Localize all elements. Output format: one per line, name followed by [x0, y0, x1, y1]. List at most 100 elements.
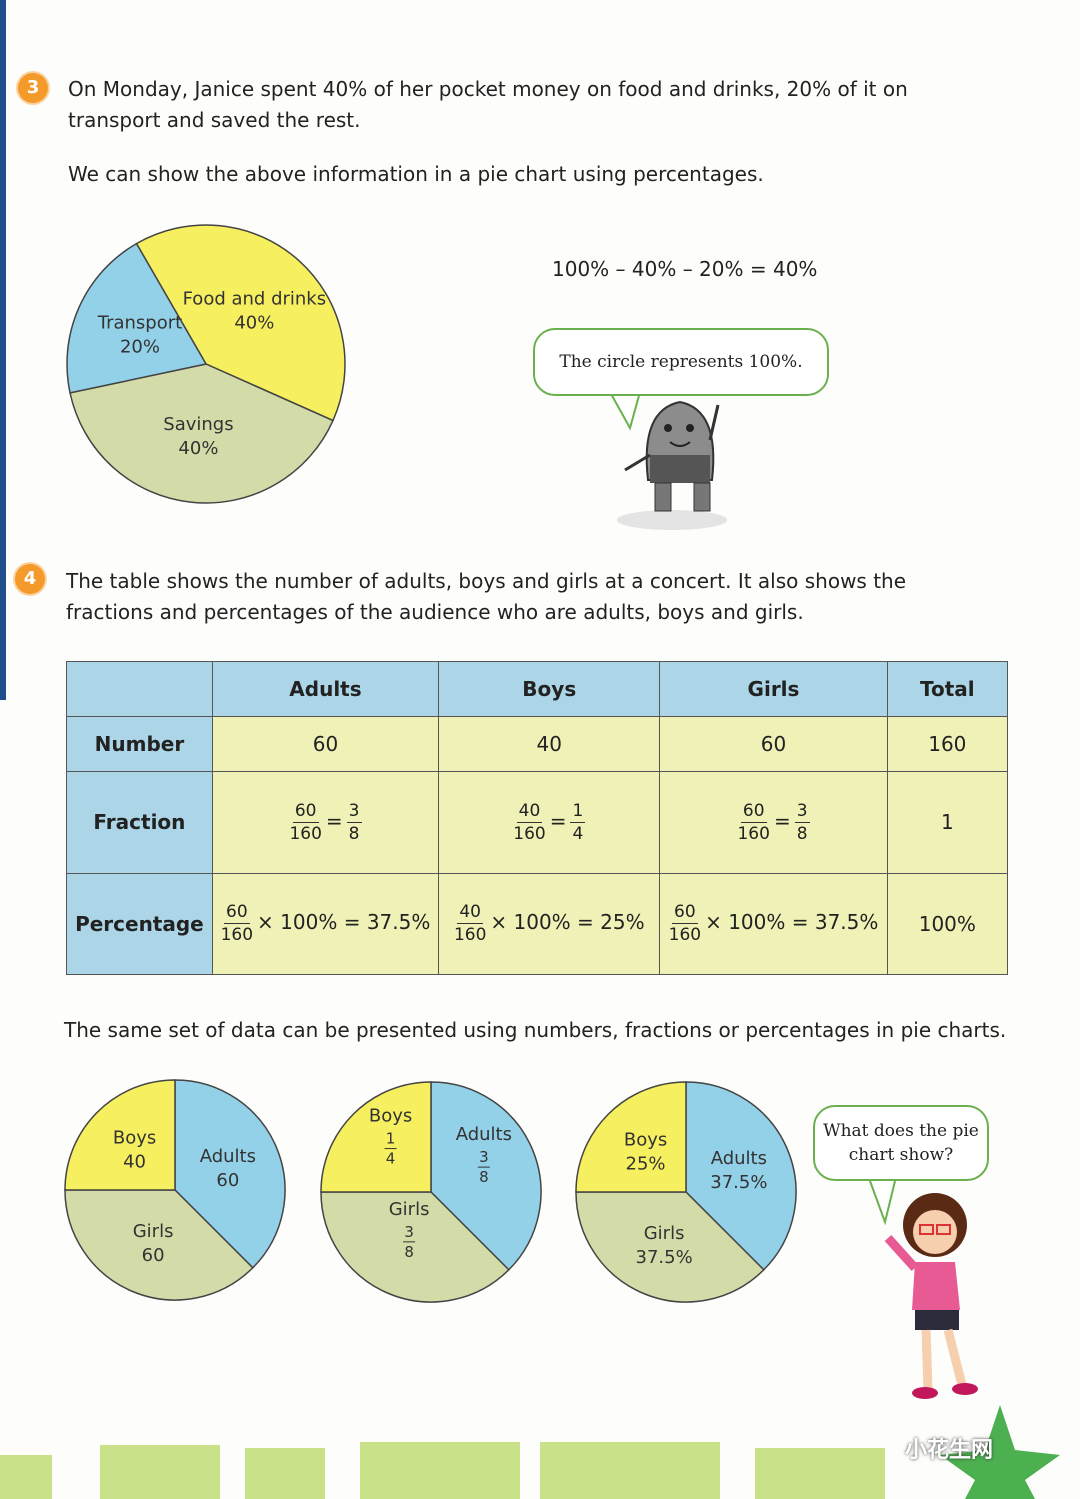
slice-name: Girls [644, 1223, 685, 1244]
numerator: 40 [516, 800, 543, 823]
question-text: On Monday, Janice spent 40% of her pocke… [68, 77, 908, 132]
fraction: 60 160 [669, 901, 701, 946]
pie-slice [430, 1081, 542, 1271]
column-header: Adults [211, 660, 440, 718]
pie-slice [320, 1081, 432, 1193]
slice-value: 60 [142, 1245, 165, 1266]
note-text: We can show the above information in a p… [68, 162, 764, 186]
equation: 100% – 40% – 20% = 40% [552, 257, 818, 281]
slice-value: 40% [234, 312, 274, 333]
pie-slice [64, 1189, 254, 1301]
slice-fraction-num: 1 [386, 1130, 396, 1148]
slice-name: Adults [200, 1146, 256, 1167]
slice-name: Boys [113, 1128, 156, 1149]
slice-name: Food and drinks [183, 288, 327, 309]
header-row: Adults Boys Girls Total [66, 660, 1009, 718]
fraction: 60 160 [737, 800, 769, 845]
fraction: 40 160 [513, 800, 545, 845]
column-header: Boys [438, 660, 661, 718]
slice-value: 40 [123, 1152, 146, 1173]
table-row: Number 60 40 60 160 [66, 716, 1009, 773]
denominator: 4 [572, 823, 584, 844]
slice-value: 25% [626, 1154, 666, 1175]
slice-fraction-num: 3 [404, 1223, 414, 1241]
row-label: Number [66, 716, 213, 773]
pie-slice [685, 1081, 797, 1271]
column-header: Girls [659, 660, 888, 718]
slice-name: Adults [456, 1124, 512, 1145]
denominator: 160 [453, 925, 487, 946]
pie-slice [64, 1079, 176, 1191]
equals-sign: = [549, 808, 567, 833]
slice-fraction-den: 8 [479, 1168, 489, 1186]
table-cell: 40 160 × 100% = 25% [438, 872, 661, 976]
table-cell: 40 160 = 1 4 [438, 771, 661, 874]
numerator: 60 [672, 902, 698, 925]
girl-illustration [884, 1193, 978, 1399]
edge-strip [0, 0, 6, 700]
speech-bubble: What does the pie chart show? [813, 1105, 989, 1181]
row-label: Fraction [66, 771, 213, 874]
speech-bubble: The circle represents 100%. [533, 328, 829, 396]
pie-slice [575, 1081, 687, 1193]
table-cell: 60 160 = 3 8 [659, 771, 888, 874]
table-cell: 60 [211, 716, 440, 773]
numerator: 60 [292, 800, 319, 823]
denominator: 160 [668, 925, 702, 946]
table-cell: 160 [886, 716, 1009, 773]
fraction: 40 160 [454, 901, 486, 946]
slice-value: 60 [216, 1170, 239, 1191]
table-cell: 60 160 × 100% = 37.5% [659, 872, 888, 976]
slice-value: 37.5% [710, 1172, 767, 1193]
question-badge: 4 [15, 564, 45, 594]
table-cell: 100% [886, 872, 1009, 976]
numerator: 3 [794, 800, 810, 823]
table-cell: 40 [438, 716, 661, 773]
pie-slice [174, 1079, 286, 1269]
table-cell: 60 160 = 3 8 [211, 771, 440, 874]
slice-fraction-den: 4 [386, 1150, 396, 1168]
denominator: 160 [513, 823, 546, 844]
denominator: 160 [220, 925, 254, 946]
row-label: Percentage [66, 872, 213, 976]
numerator: 60 [224, 902, 250, 925]
column-header: Total [886, 660, 1009, 718]
slice-name: Savings [163, 414, 233, 435]
pie-slice [320, 1191, 510, 1303]
slice-name: Boys [624, 1130, 667, 1151]
fraction: 60 160 [221, 901, 253, 946]
slice-name: Adults [711, 1148, 767, 1169]
watermark: 小花生网 [905, 1438, 994, 1463]
note-text: The same set of data can be presented us… [64, 1018, 1007, 1042]
table-row: Fraction 60 160 = 3 8 40 160 = 1 4 60 160 = 3 8 1 [66, 771, 1009, 874]
denominator: 8 [796, 823, 808, 844]
slice-value: 40% [178, 438, 218, 459]
pie-slice [575, 1191, 765, 1303]
numerator: 3 [346, 800, 362, 823]
slice-fraction-num: 3 [479, 1148, 489, 1166]
numerator: 40 [457, 902, 483, 925]
data-table: Adults Boys Girls Total Number 60 40 60 160 Fract… [66, 660, 1009, 976]
equals-sign: = [773, 808, 791, 833]
equals-sign: = [325, 808, 343, 833]
numerator: 60 [740, 800, 767, 823]
bubble-tail [609, 391, 641, 431]
pie-slice [69, 363, 334, 504]
table-row: Percentage 60 160 × 100% = 37.5% 40 160 × 100%… [66, 872, 1009, 976]
pie-slice [135, 224, 346, 422]
bottom-decoration [0, 1405, 1060, 1499]
denominator: 8 [348, 823, 360, 844]
table-cell: 60 [659, 716, 888, 773]
robot-illustration [617, 400, 727, 530]
slice-value: 20% [120, 337, 160, 358]
table-cell: 1 [886, 771, 1009, 874]
question-badge: 3 [18, 73, 48, 103]
slice-fraction-den: 8 [404, 1243, 414, 1261]
question-text: The table shows the number of adults, bo… [66, 569, 907, 624]
slice-name: Girls [389, 1199, 430, 1220]
corner-cell [66, 660, 213, 718]
